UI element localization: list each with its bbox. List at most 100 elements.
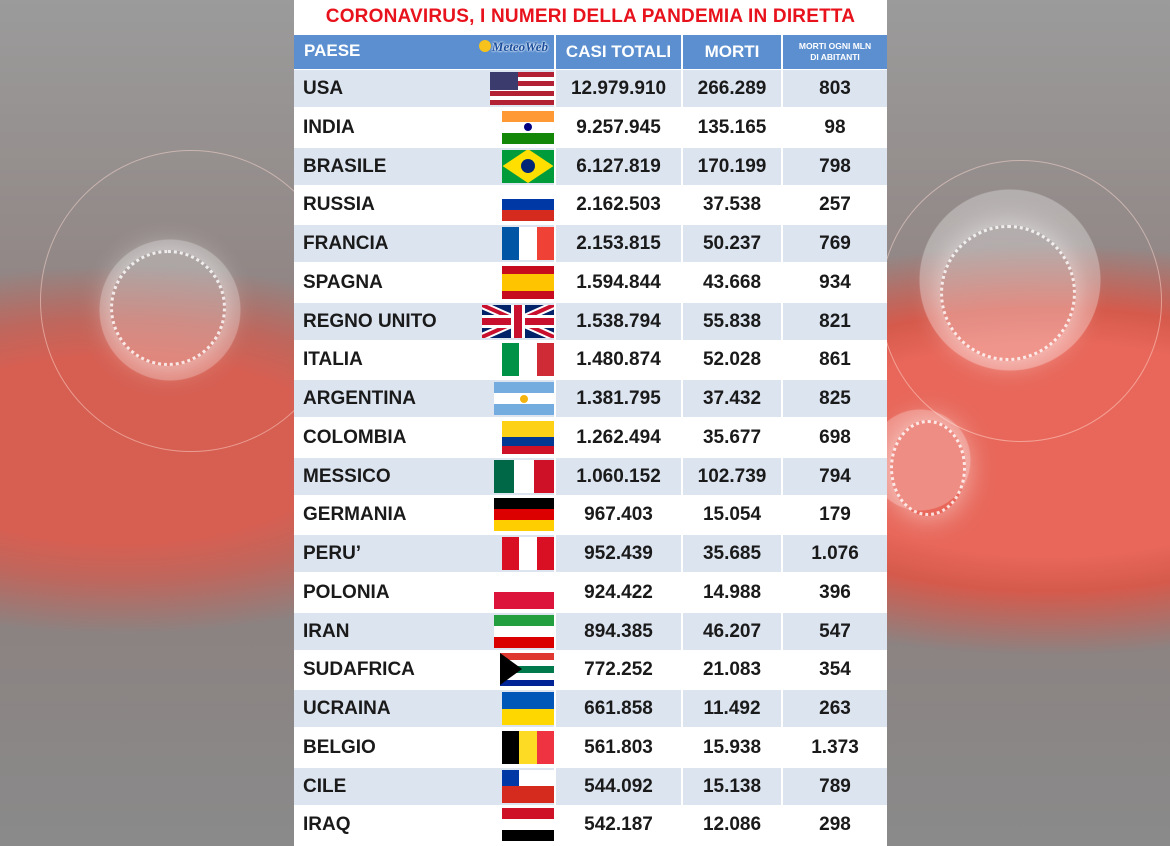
fr-flag-icon — [502, 227, 554, 260]
cl-flag-icon — [502, 769, 554, 803]
table-row: POLONIA 924.422 14.988 396 — [294, 574, 887, 613]
mx-flag-icon — [494, 459, 554, 493]
be-flag-icon — [502, 730, 554, 764]
casi-totali-cell: 1.060.152 — [556, 457, 681, 495]
country-name: RUSSIA — [303, 194, 375, 216]
morti-per-mln-cell: 298 — [819, 814, 851, 836]
country-name: PERU’ — [303, 543, 362, 564]
casi-totali-cell: 6.127.819 — [556, 147, 681, 185]
statistics-card: CORONAVIRUS, I NUMERI DELLA PANDEMIA IN … — [294, 0, 887, 846]
country-name: REGNO UNITO — [303, 310, 437, 332]
country-name: ARGENTINA — [303, 388, 416, 409]
table-row: USA 12.979.910 266.289 803 — [294, 70, 887, 109]
country-name: FRANCIA — [303, 233, 389, 254]
morti-cell: 43.668 — [702, 271, 762, 293]
ua-flag-icon — [502, 692, 554, 725]
casi-totali-cell: 12.979.910 — [556, 70, 681, 107]
casi-totali-cell: 2.153.815 — [556, 225, 681, 262]
casi-totali-cell: 661.858 — [556, 690, 681, 727]
casi-totali-cell: 1.381.795 — [556, 380, 681, 417]
table-row: CILE 544.092 15.138 789 — [294, 767, 887, 807]
table-row: SUDAFRICA 772.252 21.083 354 — [294, 651, 887, 690]
table-row: RUSSIA 2.162.503 37.538 257 — [294, 186, 887, 225]
co-flag-icon — [502, 420, 554, 454]
morti-per-mln-cell: 769 — [783, 225, 887, 262]
morti-cell: 135.165 — [697, 116, 767, 138]
virus-illustration — [890, 420, 966, 516]
morti-per-mln-cell: 803 — [783, 70, 887, 107]
country-name: GERMANIA — [303, 504, 407, 526]
country-name: IRAQ — [303, 814, 351, 836]
morti-per-mln-cell: 934 — [819, 271, 851, 293]
table-row: IRAN 894.385 46.207 547 — [294, 612, 887, 652]
country-cell: REGNO UNITO — [294, 302, 554, 340]
country-name: INDIA — [303, 116, 355, 138]
casi-totali-cell: 924.422 — [584, 581, 653, 603]
country-cell: CILE — [294, 767, 554, 805]
table-row: BELGIO 561.803 15.938 1.373 — [294, 729, 887, 768]
casi-totali-cell: 952.439 — [556, 535, 681, 572]
table-row: IRAQ 542.187 12.086 298 — [294, 806, 887, 845]
morti-cell: 14.988 — [702, 581, 762, 603]
country-cell: UCRAINA — [294, 690, 554, 727]
morti-per-mln-cell: 1.076 — [783, 535, 887, 572]
morti-per-mln-cell: 798 — [783, 147, 887, 185]
table-row: ARGENTINA 1.381.795 37.432 825 — [294, 380, 887, 419]
casi-totali-cell: 1.538.794 — [556, 302, 681, 340]
es-flag-icon — [502, 265, 554, 299]
country-cell: BRASILE — [294, 147, 554, 185]
table-row: COLOMBIA 1.262.494 35.677 698 — [294, 419, 887, 458]
pe-flag-icon — [502, 537, 554, 570]
country-cell: SUDAFRICA — [294, 651, 554, 688]
morti-per-mln-cell: 354 — [819, 659, 851, 681]
table-row: UCRAINA 661.858 11.492 263 — [294, 690, 887, 729]
morti-per-mln-cell: 821 — [783, 302, 887, 340]
country-cell: FRANCIA — [294, 225, 554, 262]
country-cell: INDIA — [294, 109, 554, 146]
casi-totali-cell: 544.092 — [556, 767, 681, 805]
table-row: REGNO UNITO 1.538.794 55.838 821 — [294, 302, 887, 342]
morti-cell: 35.677 — [702, 426, 762, 448]
header-paese-label: PAESE — [304, 41, 361, 60]
virus-illustration — [940, 225, 1076, 361]
country-cell: PERU’ — [294, 535, 554, 572]
morti-cell: 15.138 — [683, 767, 781, 805]
header-morti-per-mln: MORTI OGNI MLN DI ABITANTI — [783, 35, 887, 69]
table-row: BRASILE 6.127.819 170.199 798 — [294, 147, 887, 187]
morti-per-mln-cell: 547 — [783, 612, 887, 650]
country-cell: IRAQ — [294, 806, 554, 843]
country-name: IRAN — [303, 620, 350, 642]
country-name: POLONIA — [303, 581, 390, 603]
country-table: USA 12.979.910 266.289 803 INDIA 9.257.945 135… — [294, 70, 887, 845]
morti-cell: 21.083 — [702, 659, 762, 681]
country-name: SUDAFRICA — [303, 659, 415, 681]
country-cell: IRAN — [294, 612, 554, 650]
morti-cell: 170.199 — [683, 147, 781, 185]
morti-per-mln-cell: 861 — [819, 349, 851, 371]
morti-cell: 37.432 — [683, 380, 781, 417]
country-cell: ARGENTINA — [294, 380, 554, 417]
it-flag-icon — [502, 343, 554, 377]
country-cell: RUSSIA — [294, 186, 554, 223]
table-row: GERMANIA 967.403 15.054 179 — [294, 496, 887, 535]
morti-per-mln-cell: 263 — [783, 690, 887, 727]
morti-cell: 11.492 — [683, 690, 781, 727]
meteoweb-logo: MeteoWeb — [478, 39, 548, 55]
sun-icon — [478, 40, 491, 52]
country-cell: SPAGNA — [294, 264, 554, 301]
country-name: CILE — [303, 775, 347, 797]
br-flag-icon — [502, 149, 554, 183]
iq-flag-icon — [502, 808, 554, 842]
country-name: USA — [303, 78, 344, 99]
table-row: PERU’ 952.439 35.685 1.076 — [294, 535, 887, 574]
casi-totali-cell: 542.187 — [584, 814, 653, 836]
country-cell: USA — [294, 70, 554, 107]
table-row: ITALIA 1.480.874 52.028 861 — [294, 341, 887, 380]
ru-flag-icon — [502, 188, 554, 222]
casi-totali-cell: 772.252 — [584, 659, 653, 681]
ar-flag-icon — [494, 382, 554, 415]
morti-cell: 46.207 — [683, 612, 781, 650]
morti-cell: 15.938 — [702, 736, 762, 758]
country-name: ITALIA — [303, 349, 363, 371]
morti-per-mln-cell: 257 — [819, 194, 851, 216]
